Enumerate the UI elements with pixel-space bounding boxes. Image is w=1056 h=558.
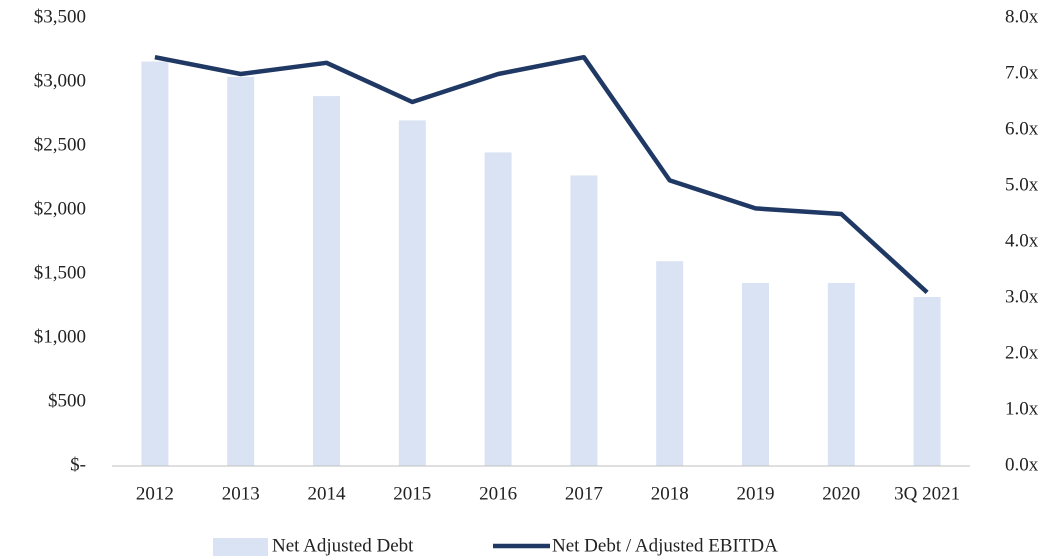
y2-tick-label: 6.0x <box>1005 118 1039 139</box>
bar <box>313 96 340 466</box>
y2-tick-label: 3.0x <box>1005 286 1039 307</box>
y-tick-label: $3,500 <box>34 6 86 27</box>
legend-label: Net Adjusted Debt <box>272 535 414 556</box>
x-tick-label: 2019 <box>737 483 775 504</box>
y-tick-label: $3,000 <box>34 70 86 91</box>
x-tick-label: 2016 <box>479 483 517 504</box>
y-tick-label: $2,500 <box>34 134 86 155</box>
x-tick-label: 2017 <box>565 483 603 504</box>
bar <box>913 297 941 466</box>
x-tick-label: 2014 <box>308 483 347 504</box>
bar <box>227 76 255 466</box>
bar <box>827 282 855 466</box>
x-tick-label: 2020 <box>822 483 860 504</box>
x-tick-label: 2015 <box>393 483 431 504</box>
y2-tick-label: 5.0x <box>1005 174 1039 195</box>
x-tick-label: 2018 <box>651 483 689 504</box>
bar <box>570 175 598 466</box>
y2-tick-label: 1.0x <box>1005 398 1039 419</box>
y-tick-label: $- <box>70 454 86 475</box>
y2-tick-label: 7.0x <box>1005 62 1039 83</box>
bar <box>141 61 169 467</box>
x-tick-label: 2012 <box>136 483 174 504</box>
y2-tick-label: 8.0x <box>1005 6 1039 27</box>
y-tick-label: $1,000 <box>34 326 86 347</box>
bar <box>484 152 512 466</box>
line <box>154 54 929 295</box>
y-tick-label: $2,000 <box>34 198 86 219</box>
y-tick-label: $1,500 <box>34 262 86 283</box>
legend-label: Net Debt / Adjusted EBITDA <box>552 535 778 556</box>
legend-swatch <box>213 538 268 556</box>
y2-tick-label: 4.0x <box>1005 230 1039 251</box>
x-tick-label: 3Q 2021 <box>894 483 960 504</box>
bar <box>656 261 684 466</box>
bar <box>742 282 769 466</box>
y2-tick-label: 2.0x <box>1005 342 1039 363</box>
x-tick-label: 2013 <box>222 483 260 504</box>
bar <box>398 120 426 467</box>
y-tick-label: $500 <box>48 390 86 411</box>
y2-tick-label: 0.0x <box>1005 454 1039 475</box>
